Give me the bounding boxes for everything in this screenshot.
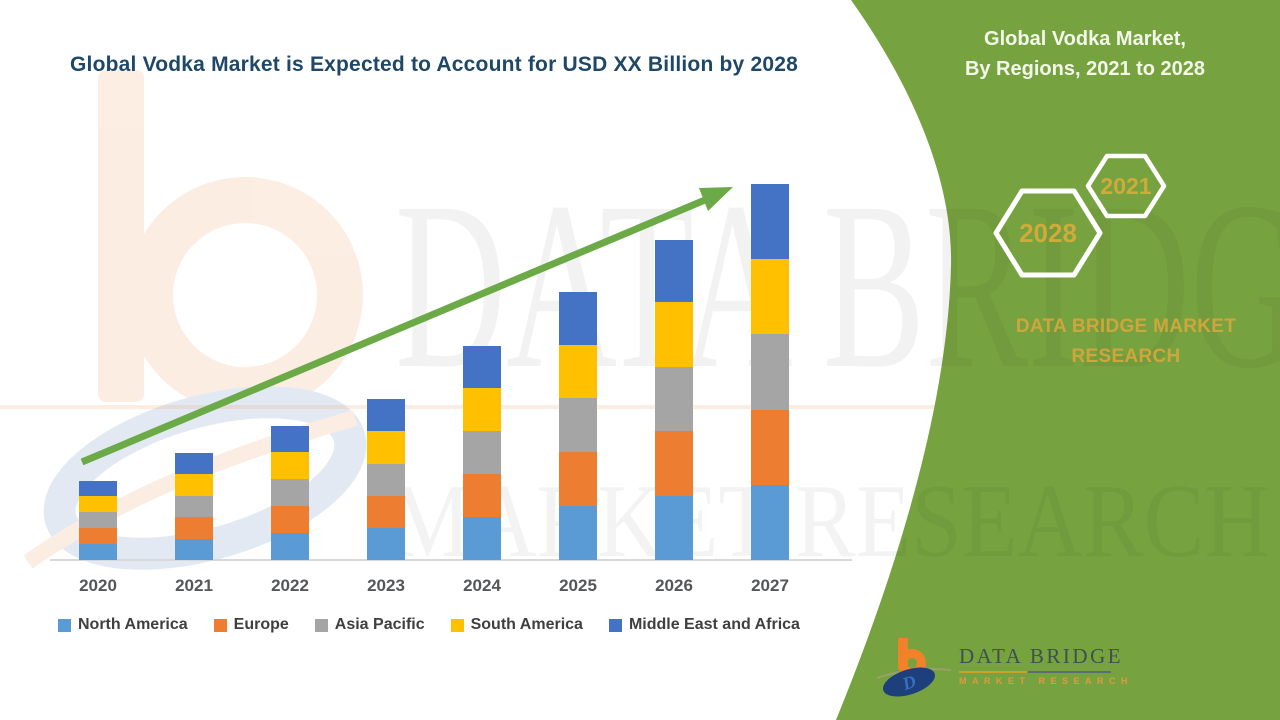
x-axis-label-2027: 2027 xyxy=(751,576,789,595)
legend-item: Asia Pacific xyxy=(314,616,425,634)
legend-swatch xyxy=(314,618,328,632)
legend-item: North America xyxy=(58,616,188,634)
legend-item: Europe xyxy=(213,616,289,634)
trend-arrow xyxy=(80,187,733,466)
databridge-logo-mark: D xyxy=(876,638,952,697)
legend-label: South America xyxy=(470,616,583,633)
logo-underline xyxy=(959,671,1111,673)
databridge-logo: D DATA BRIDGE MARKET RESEARCH xyxy=(875,636,1133,698)
legend-item: South America xyxy=(450,616,583,634)
legend-label: Europe xyxy=(233,616,289,633)
x-axis-label-2024: 2024 xyxy=(463,576,501,595)
side-panel-heading-line1: Global Vodka Market, xyxy=(984,28,1186,50)
hexagon-2028 xyxy=(993,188,1103,278)
watermark-logo xyxy=(23,70,367,570)
logo-name: DATA BRIDGE xyxy=(959,644,1124,668)
legend-swatch xyxy=(450,618,464,632)
side-panel-heading-line2: By Regions, 2021 to 2028 xyxy=(964,58,1206,80)
hexagon-2021 xyxy=(1085,153,1167,219)
green-side-panel xyxy=(836,0,1280,720)
hexagon-2028-label: 2028 xyxy=(1019,218,1077,248)
legend-label: North America xyxy=(78,616,188,633)
hexagon-badges: 2028 2021 xyxy=(993,153,1167,278)
logo-tagline: MARKET RESEARCH xyxy=(959,676,1134,686)
x-axis-label-2025: 2025 xyxy=(559,576,597,595)
svg-text:D: D xyxy=(899,671,918,694)
side-panel-brand-text: DATA BRIDGE MARKET RESEARCH xyxy=(1015,316,1237,367)
legend-label: Middle East and Africa xyxy=(628,616,800,633)
chart-legend: North America Europe Asia Pacific South Ame… xyxy=(58,616,800,634)
watermark-text-marketresearch: MARKET RESEARCH xyxy=(390,462,1270,579)
watermark-text-databridge: DATA BRIDGE xyxy=(395,152,1280,418)
x-axis-label-2026: 2026 xyxy=(655,576,693,595)
x-axis-label-2021: 2021 xyxy=(175,576,213,595)
chart-title: Global Vodka Market is Expected to Accou… xyxy=(70,53,798,76)
x-axis-label-2020: 2020 xyxy=(79,576,117,595)
legend-item: Middle East and Africa xyxy=(608,616,800,634)
x-axis-label-2023: 2023 xyxy=(367,576,405,595)
databridge-logo-text: DATA BRIDGE MARKET RESEARCH xyxy=(959,636,1133,686)
legend-swatch xyxy=(608,618,622,632)
legend-swatch xyxy=(213,618,227,632)
x-axis-label-2022: 2022 xyxy=(271,576,309,595)
hexagon-2021-label: 2021 xyxy=(1100,173,1151,199)
legend-swatch xyxy=(58,618,71,632)
legend-label: Asia Pacific xyxy=(334,616,425,633)
x-axis-labels: 2020 2021 2022 2023 2024 2025 2026 2027 xyxy=(0,576,900,602)
side-panel-heading: Global Vodka Market, By Regions, 2021 to… xyxy=(940,24,1230,84)
